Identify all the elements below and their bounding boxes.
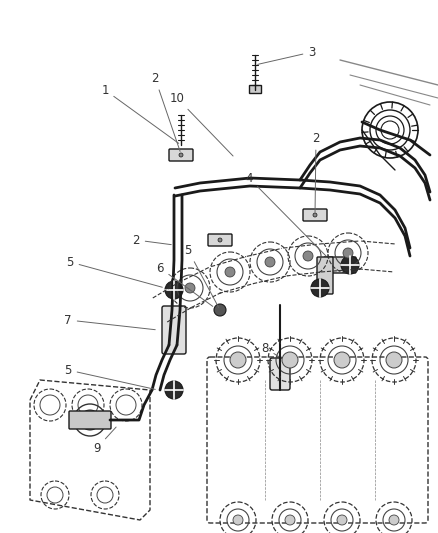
FancyBboxPatch shape (303, 209, 327, 221)
FancyBboxPatch shape (317, 257, 333, 294)
Text: 10: 10 (170, 92, 233, 156)
Circle shape (225, 267, 235, 277)
Circle shape (334, 352, 350, 368)
FancyBboxPatch shape (69, 411, 111, 429)
Circle shape (230, 352, 246, 368)
FancyBboxPatch shape (162, 306, 186, 354)
Circle shape (165, 381, 183, 399)
FancyBboxPatch shape (208, 234, 232, 246)
Text: 3: 3 (258, 45, 316, 64)
Circle shape (389, 515, 399, 525)
Text: 5: 5 (64, 364, 155, 390)
FancyBboxPatch shape (324, 257, 356, 273)
Circle shape (233, 515, 243, 525)
Text: 1: 1 (101, 84, 179, 143)
FancyBboxPatch shape (169, 149, 193, 161)
Circle shape (341, 256, 359, 274)
Text: 4: 4 (245, 172, 326, 256)
Text: 6: 6 (156, 262, 213, 306)
Text: 9: 9 (93, 427, 116, 455)
Circle shape (311, 279, 329, 297)
Circle shape (337, 515, 347, 525)
Text: 7: 7 (64, 313, 155, 330)
Text: 5: 5 (184, 244, 219, 308)
Circle shape (179, 153, 183, 157)
Circle shape (386, 352, 402, 368)
Circle shape (313, 213, 317, 217)
Text: 2: 2 (312, 132, 320, 212)
Circle shape (285, 515, 295, 525)
Text: 8: 8 (261, 342, 279, 357)
Circle shape (282, 352, 298, 368)
Circle shape (218, 238, 222, 242)
Text: 5: 5 (66, 255, 162, 287)
Circle shape (265, 257, 275, 267)
FancyBboxPatch shape (270, 358, 290, 390)
Circle shape (80, 410, 100, 430)
Circle shape (303, 251, 313, 261)
Circle shape (214, 304, 226, 316)
Text: 2: 2 (151, 71, 180, 151)
Circle shape (165, 281, 183, 299)
Text: 2: 2 (132, 233, 171, 246)
Circle shape (343, 248, 353, 258)
Circle shape (185, 283, 195, 293)
FancyBboxPatch shape (249, 85, 261, 93)
